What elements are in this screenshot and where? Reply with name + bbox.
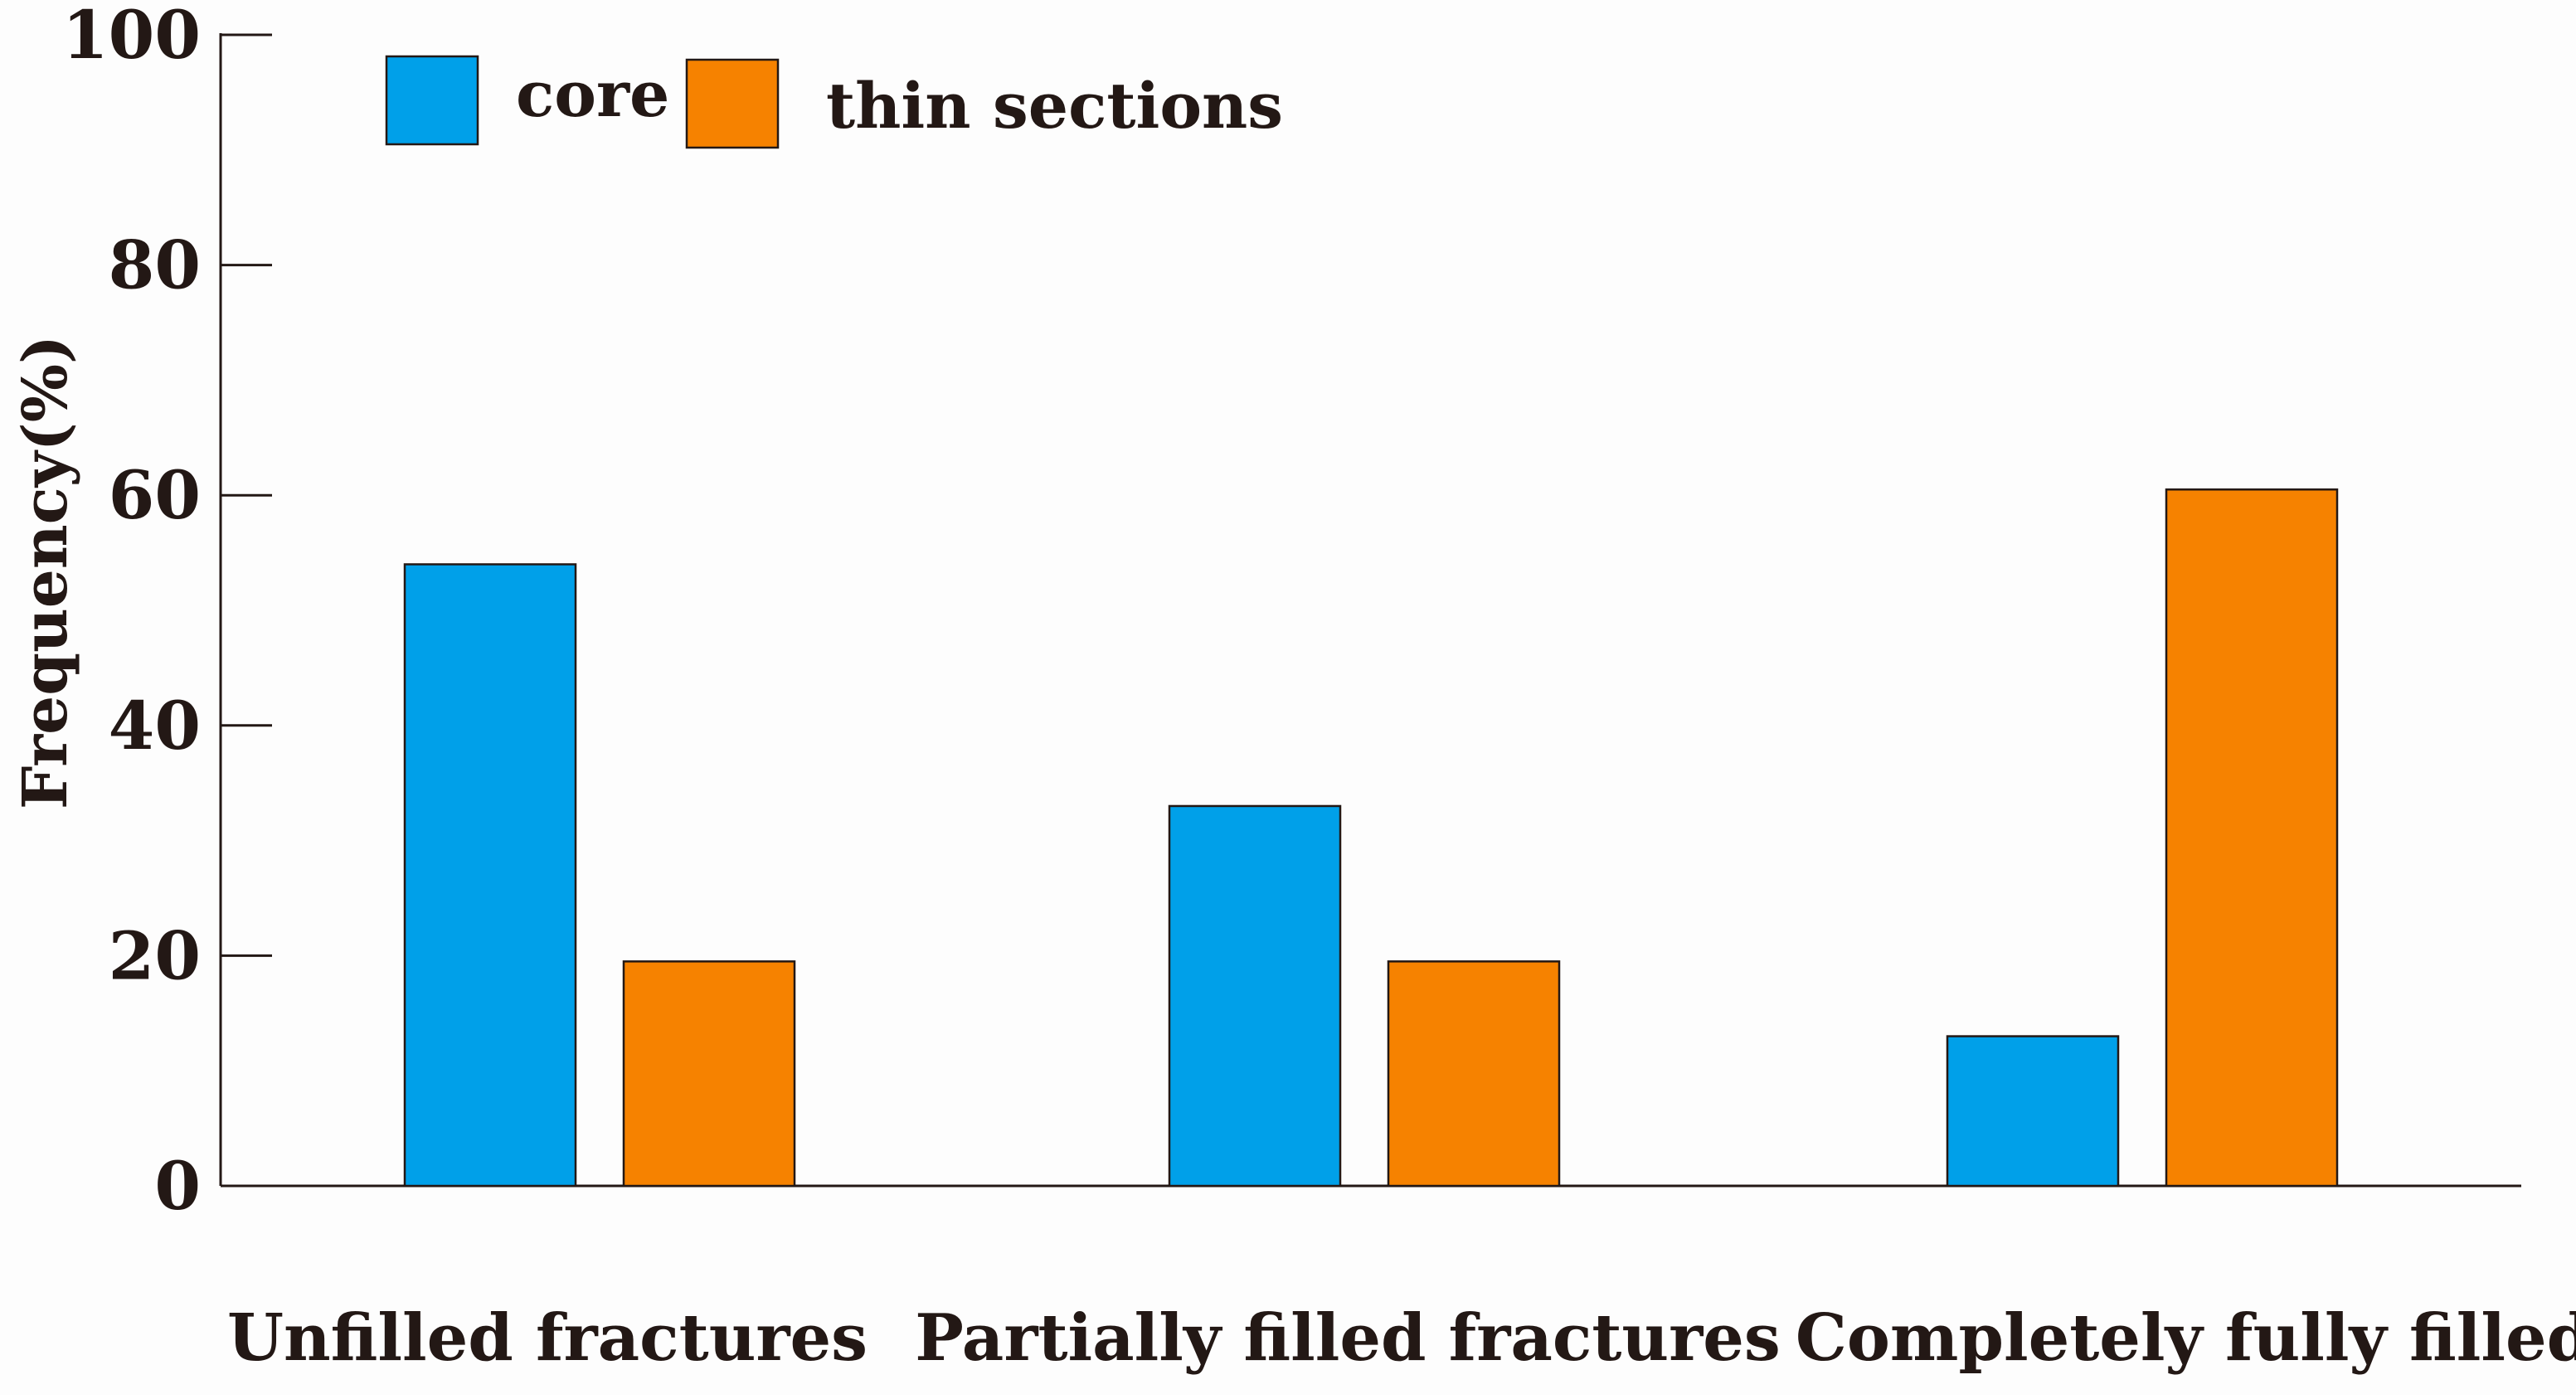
bar-core-3 bbox=[1946, 1035, 2120, 1188]
bar-core-1 bbox=[403, 563, 577, 1188]
legend-label: thin sections bbox=[826, 69, 1283, 143]
x-categories: Unfilled fractures Partially filled fract… bbox=[227, 1300, 2576, 1376]
bar-thin-sections-2 bbox=[1387, 960, 1561, 1188]
y-ticks: 0 20 40 60 80 100 bbox=[62, 0, 272, 1225]
axes bbox=[219, 33, 2521, 1188]
bar-thin-sections-1 bbox=[622, 960, 796, 1188]
legend-label: core bbox=[516, 57, 669, 131]
y-tick-label: 40 bbox=[109, 687, 201, 765]
x-category-label: Unfilled fractures bbox=[227, 1300, 868, 1376]
legend-swatch-thin-sections bbox=[685, 58, 780, 149]
bar-core-2 bbox=[1168, 804, 1342, 1188]
y-tick-label: 0 bbox=[154, 1147, 201, 1225]
x-category-label: Completely fully filled bbox=[1796, 1300, 2576, 1376]
y-axis-label: Frequency(%) bbox=[10, 335, 81, 809]
y-tick-label: 80 bbox=[109, 226, 201, 304]
bars bbox=[403, 488, 2339, 1188]
x-category-label: Partially filled fractures bbox=[915, 1300, 1780, 1376]
legend: core thin sections bbox=[385, 55, 1283, 149]
y-tick-label: 20 bbox=[109, 916, 201, 994]
bar-thin-sections-3 bbox=[2165, 488, 2339, 1188]
y-tick-label: 100 bbox=[62, 0, 201, 74]
legend-swatch-core bbox=[385, 55, 479, 146]
y-tick-label: 60 bbox=[109, 456, 201, 534]
